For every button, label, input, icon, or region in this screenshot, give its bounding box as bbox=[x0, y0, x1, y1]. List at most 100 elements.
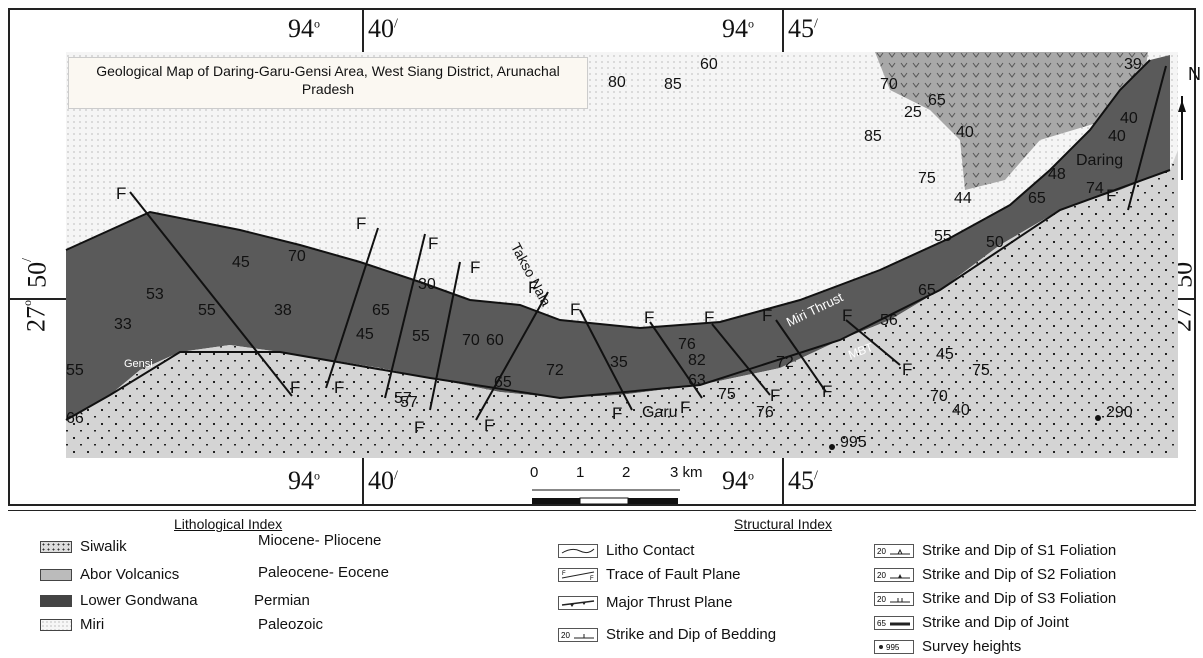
dip-value: 55 bbox=[412, 328, 430, 345]
bottom-right-tick bbox=[782, 458, 784, 506]
dip-value: 85 bbox=[864, 128, 882, 145]
dip-value: 85 bbox=[664, 76, 682, 93]
gondwana-swatch-icon bbox=[40, 594, 72, 607]
fault-lines bbox=[129, 65, 1167, 421]
survey-height-label: 995 bbox=[840, 434, 867, 451]
dip-value: 66 bbox=[66, 410, 84, 427]
age-miri: Paleozoic bbox=[258, 616, 324, 633]
place-daring: Daring bbox=[1076, 152, 1124, 169]
dip-value: 74 bbox=[1086, 180, 1104, 197]
legend-survey-heights: 995 Survey heights bbox=[874, 638, 1021, 655]
fault-label: F bbox=[428, 234, 439, 253]
dip-value: 72 bbox=[546, 362, 564, 379]
fault-label: F bbox=[470, 258, 481, 277]
dip-value: 57 bbox=[394, 390, 412, 407]
scale-label: 0 bbox=[530, 464, 539, 481]
top-left-tick bbox=[362, 8, 364, 52]
joint-icon: 65 bbox=[874, 615, 914, 630]
bottom-left-minutes: 40/ bbox=[368, 466, 398, 495]
bedding-icon: 20 bbox=[558, 627, 598, 642]
fault-label: F bbox=[762, 306, 773, 325]
age-gondwana: Permian bbox=[254, 592, 310, 609]
scale-label: 2 bbox=[622, 464, 631, 481]
fault-label: F bbox=[644, 308, 655, 327]
miri-swatch-icon bbox=[40, 618, 72, 631]
dip-value: 65 bbox=[494, 374, 512, 391]
svg-text:20: 20 bbox=[877, 571, 886, 580]
dip-value: 75 bbox=[718, 386, 736, 403]
dip-value: 75 bbox=[972, 362, 990, 379]
abor-volcanics-unit bbox=[875, 52, 1148, 190]
fault-label: F bbox=[484, 416, 495, 435]
dip-value: 70 bbox=[930, 388, 948, 405]
top-right-minutes: 45/ bbox=[788, 14, 818, 43]
dip-value: 40 bbox=[956, 124, 974, 141]
legend-thrust-plane: Major Thrust Plane bbox=[558, 594, 732, 611]
fault-label: F bbox=[528, 278, 539, 297]
fault-label: F bbox=[902, 360, 913, 379]
dip-value: 48 bbox=[1048, 166, 1066, 183]
map-title: Geological Map of Daring-Garu-Gensi Area… bbox=[68, 57, 588, 109]
map-frame bbox=[8, 8, 1196, 506]
dip-value: 55 bbox=[198, 302, 216, 319]
dip-value: 63 bbox=[688, 372, 706, 389]
left-tick bbox=[8, 298, 66, 300]
bottom-left-tick bbox=[362, 458, 364, 506]
svg-text:F: F bbox=[590, 576, 594, 582]
siwalik-unit bbox=[66, 150, 1178, 458]
survey-point-icon bbox=[1095, 415, 1101, 421]
legend-s2: 20 Strike and Dip of S2 Foliation bbox=[874, 566, 1116, 583]
survey-point-icon bbox=[829, 444, 835, 450]
dip-value: 44 bbox=[954, 190, 972, 207]
litho-contact-icon bbox=[558, 543, 598, 558]
top-left-minutes: 40/ bbox=[368, 14, 398, 43]
top-left-longitude: 94o bbox=[288, 14, 320, 43]
dip-value: 38 bbox=[274, 302, 292, 319]
fault-label: F bbox=[290, 378, 301, 397]
geological-map bbox=[65, 52, 1186, 505]
bottom-left-longitude: 94o bbox=[288, 466, 320, 495]
svg-text:20: 20 bbox=[877, 547, 886, 556]
dip-value: 35 bbox=[610, 354, 628, 371]
fault-label: F bbox=[612, 404, 623, 423]
dip-value: 25 bbox=[904, 104, 922, 121]
dip-value: 60 bbox=[486, 332, 504, 349]
svg-text:65: 65 bbox=[877, 619, 886, 628]
fault-label: F bbox=[334, 378, 345, 397]
fault-label: F bbox=[704, 308, 715, 327]
abor-swatch-icon bbox=[40, 568, 72, 581]
thrust-plane-icon bbox=[558, 595, 598, 610]
legend-litho-contact: Litho Contact bbox=[558, 542, 694, 559]
dip-value: 76 bbox=[756, 404, 774, 421]
legend-lower-gondwana: Lower Gondwana bbox=[40, 592, 198, 609]
place-garu: Garu bbox=[642, 404, 678, 421]
dip-value: 33 bbox=[114, 316, 132, 333]
dip-value: 76 bbox=[678, 336, 696, 353]
dip-value: 53 bbox=[146, 286, 164, 303]
fault-label: F bbox=[842, 306, 853, 325]
fault-label: F bbox=[1106, 186, 1117, 205]
fault-label: F bbox=[116, 184, 127, 203]
dip-value: 65 bbox=[372, 302, 390, 319]
s2-foliation-icon: 20 bbox=[874, 567, 914, 582]
svg-text:995: 995 bbox=[886, 643, 900, 652]
scale-bar bbox=[532, 489, 680, 505]
fault-label: F bbox=[822, 382, 833, 401]
dip-value: 70 bbox=[462, 332, 480, 349]
legend-bedding: 20 Strike and Dip of Bedding bbox=[558, 626, 776, 643]
age-siwalik: Miocene- Pliocene bbox=[258, 532, 382, 549]
fault-label: F bbox=[770, 386, 781, 405]
fault-label: F bbox=[680, 398, 691, 417]
dip-value: 50 bbox=[986, 234, 1004, 251]
dip-value: 40 bbox=[1120, 110, 1138, 127]
survey-height-label: 290 bbox=[1106, 404, 1133, 421]
north-arrow-head-icon bbox=[1178, 100, 1186, 112]
north-label: N bbox=[1188, 64, 1201, 84]
dip-value: 75 bbox=[918, 170, 936, 187]
place-gensi: Gensi bbox=[124, 358, 153, 370]
age-abor: Paleocene- Eocene bbox=[258, 564, 389, 581]
dip-value: 65 bbox=[918, 282, 936, 299]
legend-siwalik: Siwalik bbox=[40, 538, 127, 555]
legend-fault-plane: F F Trace of Fault Plane bbox=[558, 566, 741, 583]
mbt-line bbox=[65, 169, 1171, 421]
